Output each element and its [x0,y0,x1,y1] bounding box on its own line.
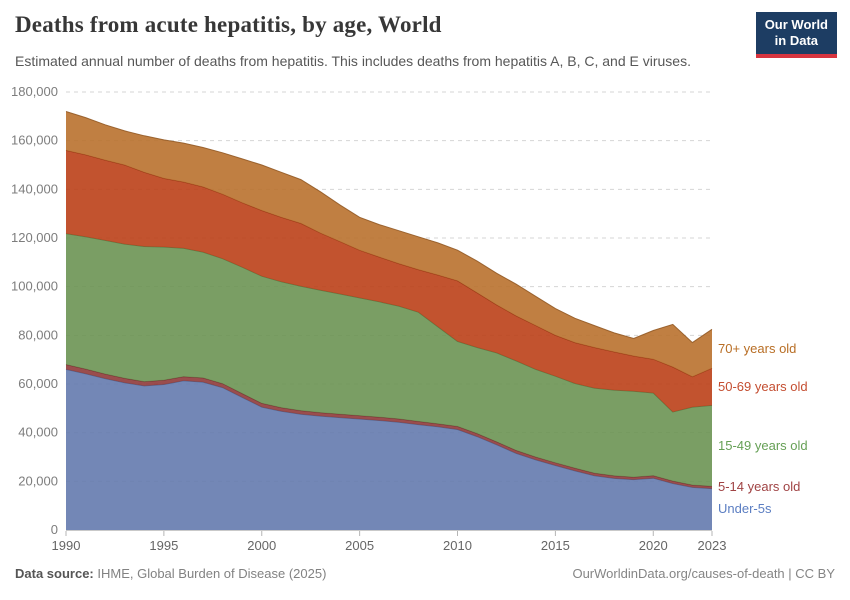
owid-logo-line2: in Data [774,33,819,49]
x-axis-tick-label: 1990 [52,538,81,553]
area-50-69-years-old[interactable] [66,150,712,412]
area-70-plus-years-old[interactable] [66,111,712,377]
y-axis-tick-label: 40,000 [18,425,58,440]
chart-subtitle: Estimated annual number of deaths from h… [15,53,691,69]
y-axis-tick-label: 180,000 [11,84,58,99]
y-axis-tick-label: 140,000 [11,181,58,196]
legend-label-15-49-years-old[interactable]: 15-49 years old [718,437,808,453]
footer-link[interactable]: OurWorldinData.org/causes-of-death | CC … [572,566,835,581]
x-axis-tick-label: 2015 [541,538,570,553]
x-axis-tick-label: 2010 [443,538,472,553]
x-axis-tick-label: 2023 [698,538,727,553]
owid-logo: Our World in Data [755,12,837,58]
y-axis-tick-label: 100,000 [11,279,58,294]
owid-logo-line1: Our World [764,17,828,32]
legend-label-70-plus-years-old[interactable]: 70+ years old [718,340,797,356]
x-axis-tick-label: 2000 [247,538,276,553]
legend-label-50-69-years-old[interactable]: 50-69 years old [718,378,808,394]
legend-label-5-14-years-old[interactable]: 5-14 years old [718,479,801,495]
y-axis-tick-label: 80,000 [18,327,58,342]
area-15-49-years-old[interactable] [66,233,712,487]
y-axis-tick-label: 160,000 [11,133,58,148]
y-axis-tick-label: 20,000 [18,473,58,488]
y-axis-tick-label: 60,000 [18,376,58,391]
data-source-label: Data source: [15,566,94,581]
chart-title: Deaths from acute hepatitis, by age, Wor… [15,12,442,37]
area-under-5s[interactable] [66,369,712,530]
chart-footer: Data source: IHME, Global Burden of Dise… [15,566,835,581]
y-axis-tick-label: 120,000 [11,230,58,245]
y-axis-tick-label: 0 [51,522,58,537]
data-source: Data source: IHME, Global Burden of Dise… [15,566,326,581]
area-top-line-70-plus-years-old [65,111,713,344]
x-axis-tick-label: 2005 [345,538,374,553]
x-axis-tick-label: 1995 [149,538,178,553]
data-source-value: IHME, Global Burden of Disease (2025) [93,566,327,581]
legend-label-under-5s[interactable]: Under-5s [718,501,772,517]
x-axis-tick-label: 2020 [639,538,668,553]
